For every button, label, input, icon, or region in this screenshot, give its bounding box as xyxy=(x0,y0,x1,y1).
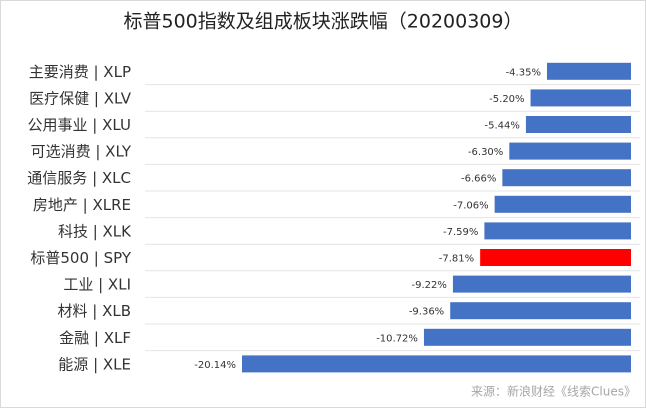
bar xyxy=(242,355,631,373)
category-label: 医疗保健 | XLV xyxy=(29,89,132,107)
category-label: 工业 | XLI xyxy=(63,276,131,294)
category-label: 通信服务 | XLC xyxy=(27,169,131,187)
value-label: -5.44% xyxy=(485,121,520,132)
bar xyxy=(494,195,631,213)
bar xyxy=(484,222,631,240)
value-label: -7.59% xyxy=(443,227,478,238)
category-label: 房地产 | XLRE xyxy=(33,196,131,214)
value-label: -6.66% xyxy=(461,174,496,185)
value-label: -9.22% xyxy=(412,280,447,291)
value-label: -7.81% xyxy=(439,254,474,265)
bar xyxy=(502,169,631,187)
bar xyxy=(546,62,631,80)
bar xyxy=(480,249,631,266)
bar xyxy=(452,275,631,293)
category-label: 公用事业 | XLU xyxy=(28,116,131,134)
bar xyxy=(450,302,631,320)
category-label: 可选消费 | XLY xyxy=(31,143,132,161)
value-label: -9.36% xyxy=(409,307,444,318)
category-label: 科技 | XLK xyxy=(58,222,132,240)
category-label: 标普500 | SPY xyxy=(30,249,131,267)
bar xyxy=(525,116,631,133)
value-label: -4.35% xyxy=(506,67,541,78)
value-label: -5.20% xyxy=(489,94,524,105)
category-label: 金融 | XLF xyxy=(59,329,131,347)
bar xyxy=(509,142,631,160)
bar xyxy=(423,328,631,346)
value-label: -10.72% xyxy=(376,333,418,344)
chart-title: 标普500指数及组成板块涨跌幅（20200309） xyxy=(124,11,523,33)
value-label: -7.06% xyxy=(453,200,488,211)
value-label: -6.30% xyxy=(468,147,503,158)
source-note: 来源：新浪财经《线索Clues》 xyxy=(471,384,636,399)
bar xyxy=(530,89,631,107)
category-label: 主要消费 | XLP xyxy=(29,63,131,81)
category-label: 能源 | XLE xyxy=(58,355,131,373)
value-label: -20.14% xyxy=(194,360,236,371)
category-label: 材料 | XLB xyxy=(57,302,131,320)
